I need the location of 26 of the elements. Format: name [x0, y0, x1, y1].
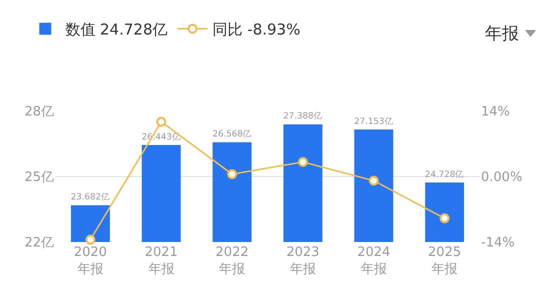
y-tick-label: 28亿: [24, 104, 54, 120]
data-label: 24.728亿: [424, 168, 464, 180]
data-label: 26.568亿: [212, 128, 252, 140]
data-label: 23.682亿: [70, 192, 110, 203]
y2-tick-label: 14%: [481, 104, 510, 120]
legend-label: 同比 -8.93%: [212, 20, 300, 39]
x-tick-label: 2021 年报: [144, 245, 178, 277]
point: [368, 176, 379, 186]
text: 年报: [485, 23, 519, 45]
point: [298, 157, 308, 167]
data-label: 27.388亿: [283, 110, 323, 122]
point: [85, 234, 96, 245]
x-tick-label: 2025 年报: [428, 245, 462, 277]
y-tick-label: 25亿: [24, 170, 54, 186]
point: [227, 169, 238, 180]
x-tick-label: 2020 年报: [74, 245, 107, 277]
point: [440, 213, 450, 224]
y2-tick-label: -14%: [481, 236, 515, 251]
y2-tick-label: 0.00%: [481, 170, 522, 186]
data-label: 27.153亿: [354, 116, 394, 127]
x-tick-label: 2024 年报: [357, 245, 390, 277]
point: [156, 116, 166, 127]
x-tick-label: 2023 年报: [286, 245, 320, 277]
legend-label: 数值 24.728亿: [65, 20, 168, 39]
y-tick-label: 22亿: [24, 236, 54, 251]
x-tick-label: 2022 年报: [216, 245, 249, 277]
